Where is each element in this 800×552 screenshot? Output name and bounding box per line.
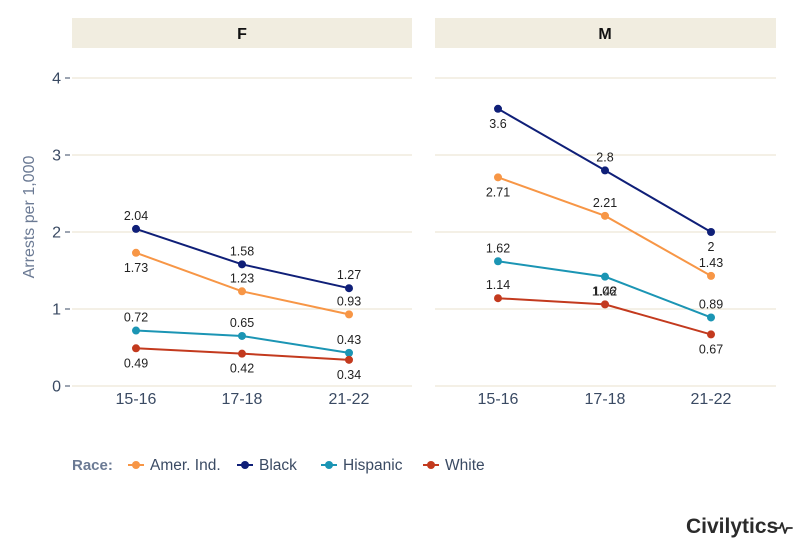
x-tick-label: 21-22 bbox=[691, 391, 732, 408]
legend-label: White bbox=[445, 457, 485, 474]
data-point-hispanic bbox=[707, 313, 715, 322]
data-label-hispanic: 0.89 bbox=[699, 297, 723, 311]
panel-f-grid bbox=[72, 77, 412, 387]
data-label-hispanic: 1.62 bbox=[486, 241, 510, 255]
y-axis-title: Arrests per 1,000 bbox=[21, 156, 38, 279]
panel-m-title: M bbox=[598, 26, 611, 43]
data-label-hispanic: 0.72 bbox=[124, 311, 148, 325]
data-point-black bbox=[601, 166, 609, 175]
y-axis: 0 1 2 3 4 bbox=[52, 71, 70, 396]
data-point-black bbox=[132, 224, 140, 233]
data-point-hispanic bbox=[132, 326, 140, 335]
y-tick-label: 4 bbox=[52, 71, 61, 88]
data-label-black: 2.04 bbox=[124, 209, 148, 223]
legend-item-amer-ind: Amer. Ind. bbox=[128, 457, 221, 474]
data-point-black bbox=[238, 260, 246, 269]
data-label-black: 1.27 bbox=[337, 268, 361, 282]
data-label-white: 0.34 bbox=[337, 368, 361, 382]
legend-label: Black bbox=[259, 457, 297, 474]
legend-item-white: White bbox=[423, 457, 485, 474]
data-label-black: 1.58 bbox=[230, 244, 254, 258]
data-point-hispanic bbox=[238, 331, 246, 340]
data-point-white bbox=[132, 344, 140, 353]
data-point-hispanic bbox=[601, 272, 609, 281]
x-tick-label: 17-18 bbox=[585, 391, 626, 408]
panel-m-grid bbox=[435, 77, 776, 387]
data-label-amer-ind: 1.43 bbox=[699, 256, 723, 270]
y-tick-label: 0 bbox=[52, 379, 61, 396]
data-point-white bbox=[494, 294, 502, 303]
legend: Race: Amer. Ind. Black Hispanic White bbox=[72, 457, 485, 474]
data-point-amer-ind bbox=[601, 211, 609, 220]
data-label-white: 0.67 bbox=[699, 342, 723, 356]
legend-key-point bbox=[325, 461, 333, 469]
data-point-amer-ind bbox=[707, 271, 715, 280]
data-label-white: 0.49 bbox=[124, 356, 148, 370]
data-label-amer-ind: 1.73 bbox=[124, 261, 148, 275]
data-label-white: 1.14 bbox=[486, 278, 510, 292]
panel-m: M 2.71 2.21 1.43 3.6 2.8 2 1.62 1.42 0.89 1.14 1.0… bbox=[435, 18, 776, 408]
legend-title: Race: bbox=[72, 457, 113, 474]
panel-f-data-labels: 1.73 1.23 0.93 2.04 1.58 1.27 0.72 0.65 0.43 0.49… bbox=[124, 209, 361, 382]
y-tick-label: 2 bbox=[52, 225, 61, 242]
x-tick-label: 21-22 bbox=[329, 391, 370, 408]
data-label-amer-ind: 2.71 bbox=[486, 185, 510, 199]
data-label-hispanic: 1.42 bbox=[593, 285, 617, 299]
legend-key-point bbox=[132, 461, 140, 469]
data-point-black bbox=[707, 228, 715, 236]
x-tick-label: 17-18 bbox=[222, 391, 263, 408]
x-tick-label: 15-16 bbox=[116, 391, 157, 408]
heartbeat-icon bbox=[774, 522, 793, 534]
data-label-hispanic: 0.43 bbox=[337, 333, 361, 347]
panel-f-points bbox=[132, 224, 353, 364]
series-line-amer-ind bbox=[497, 176, 712, 277]
data-point-amer-ind bbox=[132, 248, 140, 257]
panel-m-data-labels: 2.71 2.21 1.43 3.6 2.8 2 1.62 1.42 0.89 1.14 1.06 0… bbox=[486, 117, 723, 357]
brand-name: Civilytics bbox=[686, 515, 778, 538]
panel-f-title: F bbox=[237, 26, 247, 43]
legend-item-black: Black bbox=[237, 457, 297, 474]
data-point-white bbox=[707, 330, 715, 339]
data-point-black bbox=[345, 284, 353, 293]
x-tick-label: 15-16 bbox=[478, 391, 519, 408]
data-point-white bbox=[238, 349, 246, 358]
data-label-amer-ind: 0.93 bbox=[337, 294, 361, 308]
panel-f-strip bbox=[72, 18, 412, 48]
panel-f: F 1.73 1.23 0.93 2.04 1.58 1.27 0.72 0.65 0.43 0.… bbox=[72, 18, 412, 408]
data-label-hispanic: 0.65 bbox=[230, 316, 254, 330]
data-point-hispanic bbox=[494, 257, 502, 266]
data-label-white: 1.06 bbox=[592, 284, 616, 298]
data-label-black: 3.6 bbox=[489, 117, 506, 131]
data-label-black: 2 bbox=[708, 240, 715, 254]
legend-key-point bbox=[427, 461, 435, 469]
panel-m-points bbox=[494, 104, 715, 339]
panel-f-x-ticks: 15-16 17-18 21-22 bbox=[116, 391, 370, 408]
legend-key-point bbox=[241, 461, 249, 469]
data-label-white: 0.42 bbox=[230, 362, 254, 376]
data-point-amer-ind bbox=[238, 287, 246, 296]
legend-items: Amer. Ind. Black Hispanic White bbox=[128, 457, 485, 474]
data-point-amer-ind bbox=[345, 310, 353, 319]
data-point-white bbox=[601, 300, 609, 309]
y-tick-label: 3 bbox=[52, 148, 61, 165]
data-point-black bbox=[494, 104, 502, 113]
data-point-hispanic bbox=[345, 348, 353, 357]
panel-m-x-ticks: 15-16 17-18 21-22 bbox=[478, 391, 732, 408]
legend-label: Hispanic bbox=[343, 457, 403, 474]
legend-item-hispanic: Hispanic bbox=[321, 457, 403, 474]
data-point-amer-ind bbox=[494, 173, 502, 182]
y-tick-label: 1 bbox=[52, 302, 61, 319]
data-label-amer-ind: 1.23 bbox=[230, 271, 254, 285]
panel-m-strip bbox=[435, 18, 776, 48]
legend-label: Amer. Ind. bbox=[150, 457, 221, 474]
data-point-white bbox=[345, 355, 353, 364]
data-label-amer-ind: 2.21 bbox=[593, 196, 617, 210]
data-label-black: 2.8 bbox=[596, 150, 613, 164]
brand-logo: Civilytics bbox=[686, 515, 793, 538]
